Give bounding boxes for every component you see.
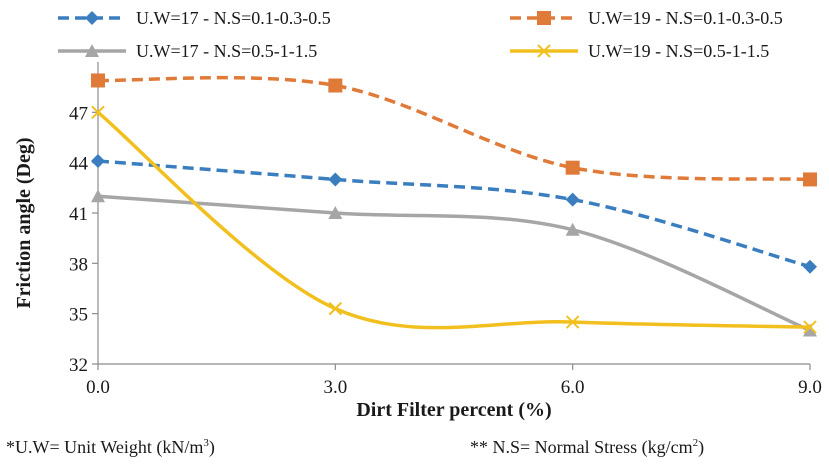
x-axis-title: Dirt Filter percent (%) bbox=[356, 399, 551, 421]
series-1-point bbox=[328, 172, 343, 187]
series-1-point bbox=[91, 153, 105, 168]
series-lines bbox=[91, 73, 817, 337]
x-tick-label: 0.0 bbox=[86, 377, 110, 398]
series-line-3 bbox=[97, 194, 811, 333]
normal-stress-note-sup: 2 bbox=[692, 437, 699, 449]
series-1-point bbox=[803, 259, 817, 274]
x-tick-label: 6.0 bbox=[561, 377, 585, 398]
series-2-point bbox=[565, 160, 580, 175]
normal-stress-note-end: ) bbox=[698, 437, 705, 457]
legend-label-2: U.W=19 - N.S=0.1-0.3-0.5 bbox=[588, 8, 783, 28]
legend-marker-4 bbox=[537, 44, 551, 58]
legend-label-3: U.W=17 - N.S=0.5-1-1.5 bbox=[136, 41, 317, 61]
series-2-point bbox=[91, 73, 105, 88]
normal-stress-note: ** N.S= Normal Stress (kg/cm2) bbox=[470, 437, 704, 458]
unit-weight-note: *U.W= Unit Weight (kN/m3) bbox=[6, 437, 215, 458]
unit-weight-note-end: ) bbox=[208, 437, 215, 457]
series-3-point bbox=[803, 323, 817, 337]
x-tick-labels: 0.0 3.0 6.0 9.0 bbox=[86, 364, 822, 398]
series-3-point bbox=[91, 189, 105, 203]
legend-marker-1 bbox=[85, 11, 99, 25]
legend: U.W=17 - N.S=0.1-0.3-0.5 U.W=19 - N.S=0.1… bbox=[58, 8, 783, 61]
y-tick-label: 44 bbox=[69, 154, 89, 175]
x-tick-label: 9.0 bbox=[798, 377, 822, 398]
legend-label-4: U.W=19 - N.S=0.5-1-1.5 bbox=[588, 41, 769, 61]
series-3-point bbox=[565, 222, 580, 236]
series-2-point bbox=[328, 78, 343, 93]
series-4-point bbox=[565, 315, 580, 329]
series-line-4 bbox=[96, 110, 811, 330]
y-tick-label: 32 bbox=[69, 355, 88, 376]
legend-marker-2 bbox=[537, 11, 551, 25]
legend-marker-3 bbox=[85, 44, 99, 57]
x-tick-label: 3.0 bbox=[323, 377, 347, 398]
y-tick-label: 41 bbox=[69, 204, 88, 225]
series-line-2 bbox=[97, 75, 811, 182]
series-line-1 bbox=[97, 159, 811, 269]
y-tick-label: 38 bbox=[69, 254, 88, 275]
normal-stress-note-text: ** N.S= Normal Stress (kg/cm bbox=[470, 437, 693, 457]
unit-weight-note-text: *U.W= Unit Weight (kN/m bbox=[6, 437, 204, 457]
series-4-point bbox=[91, 105, 105, 120]
y-axis-title: Friction angle (Deg) bbox=[13, 137, 35, 308]
unit-weight-note-sup: 3 bbox=[203, 437, 209, 449]
y-tick-labels: 32 35 38 41 44 47 bbox=[69, 103, 98, 376]
series-1-point bbox=[565, 192, 580, 207]
series-2-point bbox=[803, 172, 817, 187]
series-4-point bbox=[803, 320, 817, 334]
legend-label-1: U.W=17 - N.S=0.1-0.3-0.5 bbox=[136, 8, 331, 28]
series-4-point bbox=[328, 301, 343, 316]
series-3-point bbox=[328, 206, 343, 219]
y-tick-label: 47 bbox=[69, 103, 88, 124]
y-tick-label: 35 bbox=[69, 305, 88, 326]
